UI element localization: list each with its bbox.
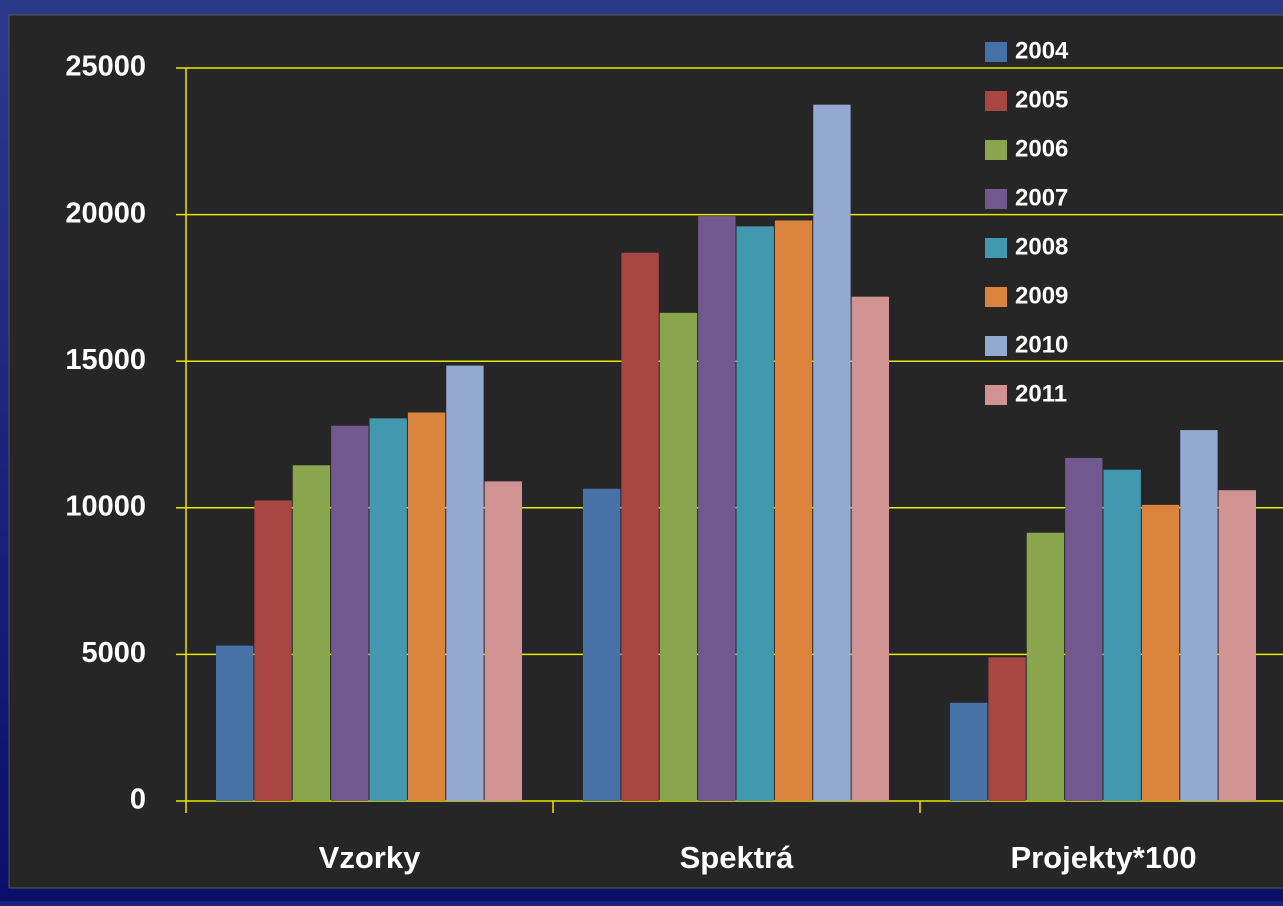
bar [1218,490,1256,801]
bar [1065,457,1103,801]
bar [292,465,331,801]
bar [1026,532,1065,801]
bar [369,418,407,801]
legend-swatch [985,385,1007,405]
bar [446,365,484,801]
bar [407,412,446,801]
legend-swatch [985,287,1007,307]
legend-swatch [985,238,1007,258]
bar [698,216,736,802]
x-tick-label: Vzorky [319,840,421,875]
legend-swatch [985,42,1007,62]
bar [988,657,1026,801]
bar [1180,430,1218,801]
legend-label: 2008 [1015,233,1068,260]
bar [1141,504,1180,801]
bar [659,312,698,801]
y-tick-label: 5000 [81,637,146,669]
bar [331,425,369,801]
legend-label: 2011 [1015,380,1067,407]
legend-label: 2004 [1015,37,1069,64]
x-tick-label: Projekty*100 [1010,840,1196,875]
y-tick-label: 25000 [65,51,146,83]
legend-swatch [985,189,1007,209]
y-tick-label: 10000 [65,490,146,522]
legend-swatch [985,140,1007,160]
legend-label: 2009 [1015,282,1068,309]
bar [851,296,889,801]
legend-label: 2005 [1015,86,1068,113]
bar [736,226,774,801]
bar [813,104,851,801]
y-tick-label: 0 [130,784,146,816]
legend-label: 2006 [1015,135,1068,162]
bar [1103,469,1141,801]
legend-label: 2007 [1015,184,1068,211]
x-tick-label: Spektrá [680,840,794,875]
y-tick-label: 15000 [65,344,146,376]
bar [950,702,988,801]
bar [484,481,522,801]
bar [216,645,254,801]
legend-swatch [985,91,1007,111]
legend-swatch [985,336,1007,356]
bar [774,220,813,802]
bar [254,500,292,801]
bar [583,488,621,801]
legend-label: 2010 [1015,331,1068,358]
bar [621,252,659,801]
y-tick-label: 20000 [65,197,146,229]
